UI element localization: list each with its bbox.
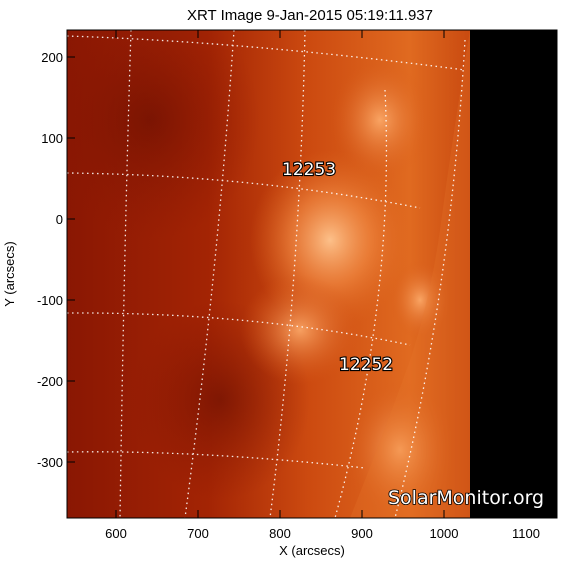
y-axis-label: Y (arcsecs) xyxy=(2,241,17,307)
longitude-line xyxy=(394,39,466,518)
y-tick-label: 0 xyxy=(56,212,63,227)
x-tick-labels: 600 700 800 900 1000 1100 xyxy=(105,526,540,541)
bright-loops xyxy=(330,60,430,180)
x-tick-label: 1100 xyxy=(512,526,540,541)
y-tick-label: 100 xyxy=(41,131,63,146)
y-tick-label: -300 xyxy=(37,455,63,470)
longitude-line xyxy=(119,30,132,518)
heliographic-grid xyxy=(67,30,466,518)
x-tick-label: 700 xyxy=(187,526,209,541)
latitude-line xyxy=(67,451,366,469)
solar-image: 12253 12252 SolarMonitor.org xyxy=(67,30,557,518)
active-region-label: 12252 xyxy=(339,355,393,375)
solar-limb xyxy=(350,30,470,518)
plot-frame xyxy=(66,29,558,519)
sky-background xyxy=(470,30,557,518)
plot-title: XRT Image 9-Jan-2015 05:19:11.937 xyxy=(187,7,433,24)
dark-region xyxy=(67,30,260,240)
x-tick-label: 800 xyxy=(269,526,291,541)
active-region-label: 12253 xyxy=(282,160,336,180)
watermark: SolarMonitor.org xyxy=(388,487,544,509)
y-tick-label: -200 xyxy=(37,374,63,389)
y-tick-label: -100 xyxy=(37,293,63,308)
y-tick-labels: 200 100 0 -100 -200 -300 xyxy=(37,50,63,470)
latitude-line xyxy=(67,172,421,209)
bright-loops xyxy=(345,380,455,518)
x-axis-label: X (arcsecs) xyxy=(279,543,345,558)
latitude-line xyxy=(67,35,466,71)
x-tick-label: 1000 xyxy=(430,526,459,541)
bright-loops xyxy=(390,260,450,340)
y-tick-label: 200 xyxy=(41,50,63,65)
bright-loops xyxy=(240,275,360,385)
x-tick-label: 900 xyxy=(351,526,373,541)
x-tick-label: 600 xyxy=(105,526,127,541)
tick-marks xyxy=(67,30,557,518)
